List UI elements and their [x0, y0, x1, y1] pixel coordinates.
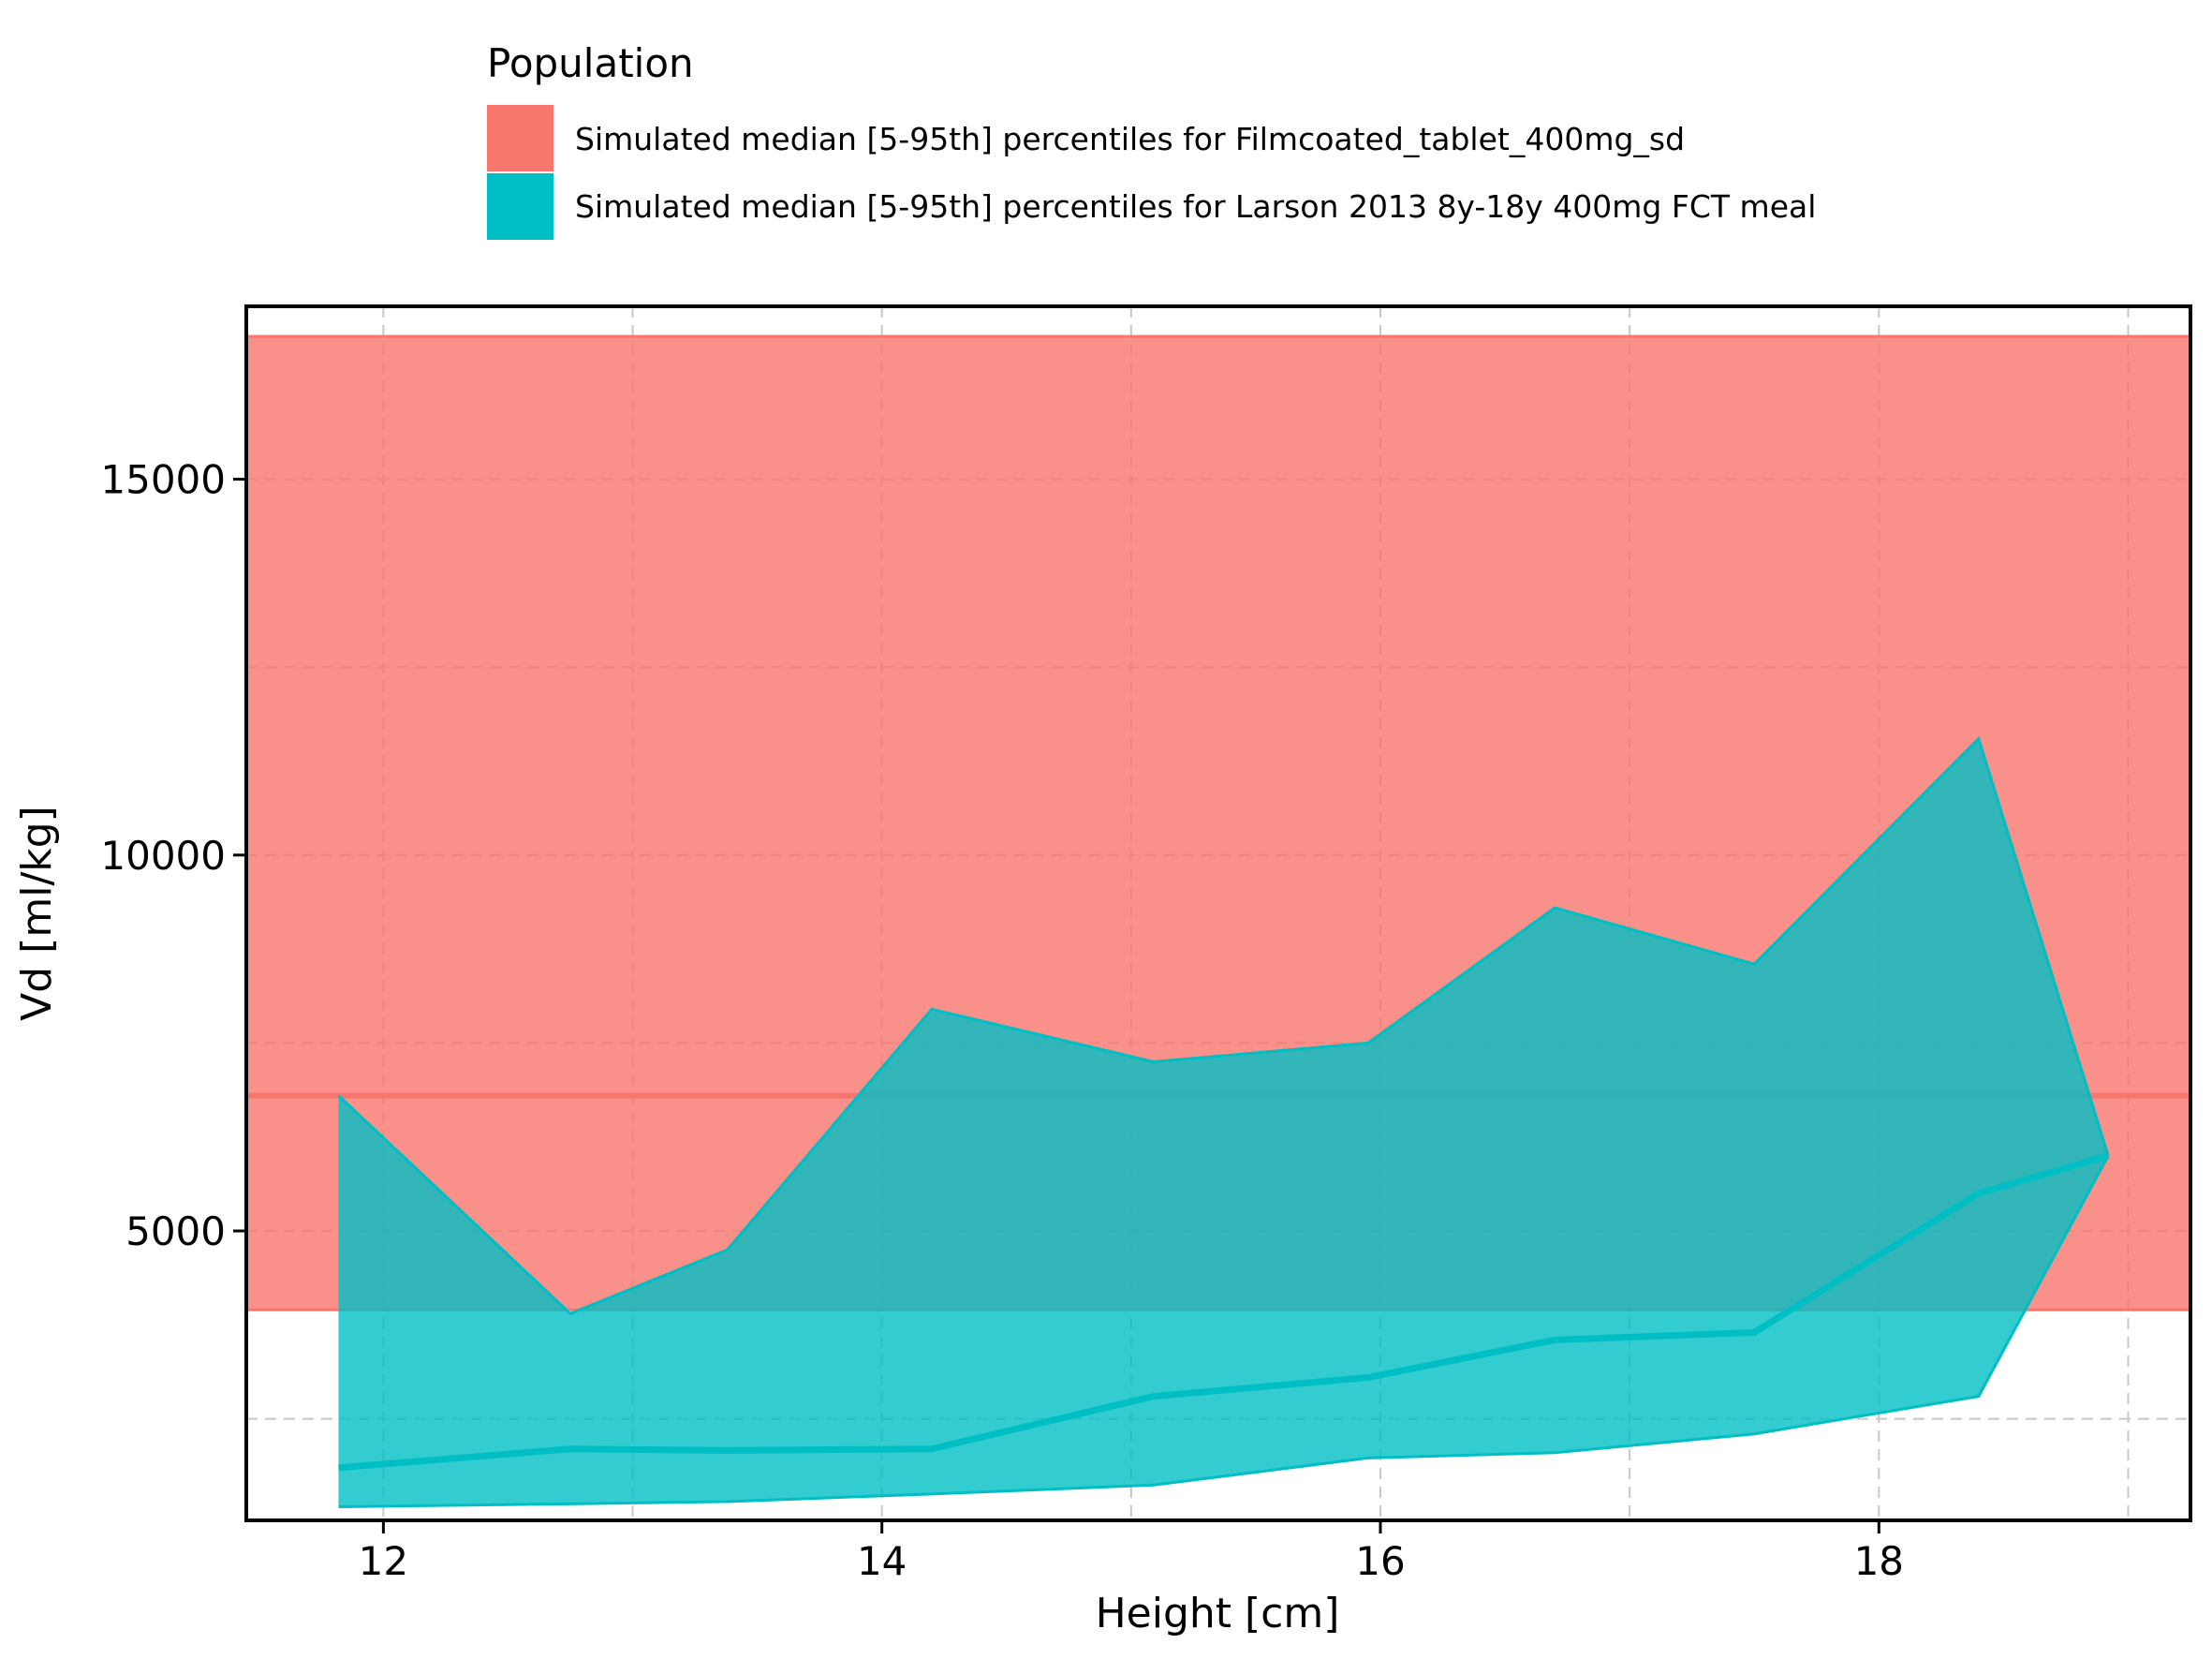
y-axis: 5000 10000 15000 — [100, 457, 244, 1254]
larson-ribbon-area — [338, 738, 2109, 1507]
larson-upper-line — [337, 735, 2110, 1316]
x-tick-label: 14 — [857, 1538, 907, 1584]
legend: Population Simulated median [5-95th] per… — [487, 40, 1816, 240]
legend-key-filmcoated — [487, 105, 553, 171]
plot-border — [244, 304, 2192, 1522]
larson-lower-line — [338, 1155, 2110, 1509]
x-tick-label: 16 — [1355, 1538, 1405, 1584]
x-axis-title: Height [cm] — [1096, 1590, 1340, 1637]
legend-label-larson: Simulated median [5-95th] percentiles fo… — [575, 188, 1816, 225]
y-axis-title: Vd [ml/kg] — [13, 806, 61, 1021]
y-tick-label: 15000 — [100, 457, 226, 503]
y-tick-label: 10000 — [100, 833, 226, 879]
plot-panel — [244, 304, 2192, 1522]
legend-label-filmcoated: Simulated median [5-95th] percentiles fo… — [575, 121, 1685, 157]
legend-key-larson — [487, 173, 553, 240]
larson-ribbon — [337, 735, 2110, 1509]
legend-title: Population — [487, 40, 694, 86]
x-tick-label: 12 — [359, 1538, 408, 1584]
x-axis: 12 14 16 18 — [359, 1522, 1904, 1584]
y-tick-label: 5000 — [125, 1208, 226, 1254]
larson-median-line — [338, 1152, 2110, 1472]
x-tick-label: 18 — [1854, 1538, 1904, 1584]
